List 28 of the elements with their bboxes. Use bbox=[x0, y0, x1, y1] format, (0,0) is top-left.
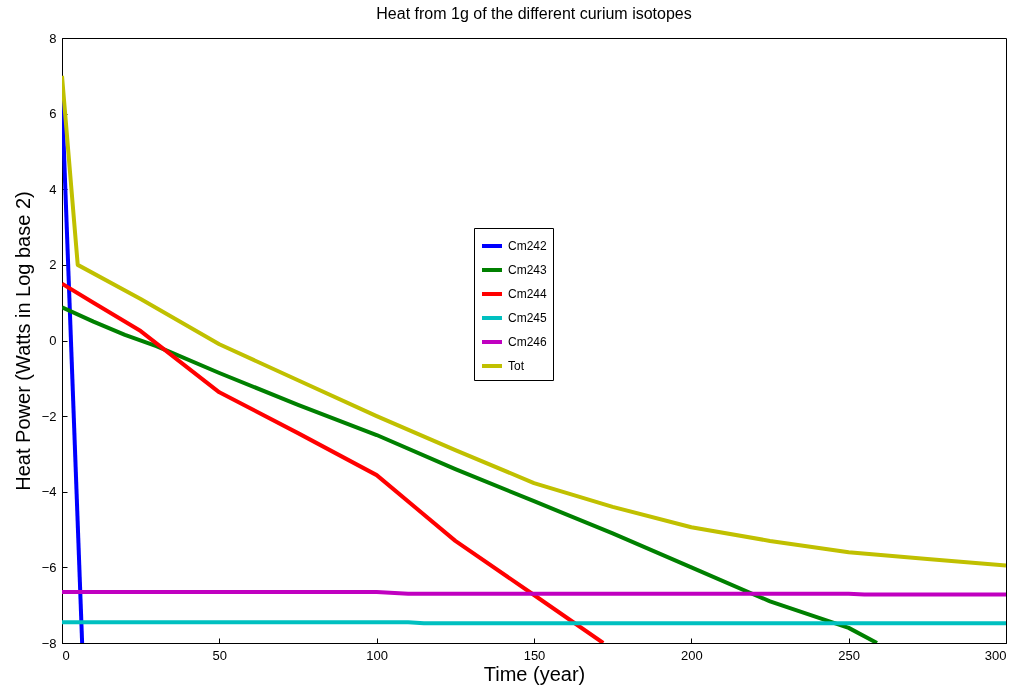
line-series bbox=[62, 305, 879, 643]
x-tick-label: 250 bbox=[838, 647, 861, 663]
x-tick-label: 150 bbox=[523, 647, 546, 663]
y-tick-label: 0 bbox=[49, 333, 57, 348]
y-tick-label: −4 bbox=[41, 484, 57, 500]
y-tick-label: 2 bbox=[49, 257, 57, 273]
legend-label: Cm242 bbox=[508, 239, 548, 253]
legend-label: Tot bbox=[508, 359, 525, 373]
y-tick-label: 8 bbox=[49, 30, 57, 46]
chart-title: Heat from 1g of the different curium isotopes bbox=[376, 5, 692, 22]
x-tick-label: 0 bbox=[62, 647, 70, 663]
x-tick-label: 100 bbox=[366, 647, 389, 663]
x-tick-label: 50 bbox=[212, 647, 228, 663]
y-tick-label: 4 bbox=[49, 181, 57, 197]
x-axis-title: Time (year) bbox=[483, 662, 586, 685]
line-series bbox=[62, 281, 606, 643]
x-tick-label: 300 bbox=[984, 647, 1007, 663]
legend-label: Cm245 bbox=[508, 311, 548, 325]
legend-label: Cm246 bbox=[508, 335, 548, 349]
legend-label: Cm243 bbox=[508, 263, 548, 277]
y-tick-label: −2 bbox=[41, 408, 57, 424]
x-tick-label: 200 bbox=[680, 647, 703, 663]
y-tick-label: −6 bbox=[41, 559, 57, 575]
y-axis-title: Heat Power (Watts in Log base 2) bbox=[11, 191, 34, 491]
y-tick-label: 6 bbox=[49, 106, 57, 122]
y-tick-label: −8 bbox=[41, 635, 57, 651]
line-series bbox=[62, 73, 1006, 568]
legend-label: Cm244 bbox=[508, 287, 548, 301]
